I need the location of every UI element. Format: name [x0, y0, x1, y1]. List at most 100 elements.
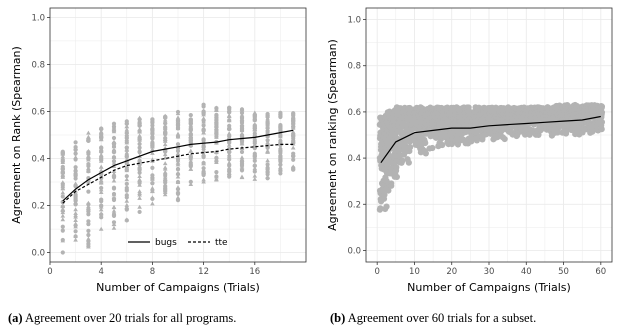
data-point — [214, 155, 219, 160]
data-point — [175, 171, 181, 176]
y-tick-label: 0.8 — [347, 62, 361, 72]
data-point — [86, 151, 91, 157]
data-point — [98, 207, 104, 212]
data-point — [60, 157, 65, 163]
data-point — [239, 157, 245, 162]
data-point — [226, 153, 232, 158]
data-point — [226, 160, 232, 165]
data-point — [137, 145, 142, 150]
data-point — [111, 155, 117, 160]
data-point — [188, 158, 194, 163]
data-point — [278, 113, 283, 118]
data-point — [598, 114, 605, 121]
data-point — [73, 218, 78, 223]
data-point — [73, 233, 78, 238]
caption-b-text: Agreement over 60 trials for a subset. — [347, 311, 537, 325]
data-point — [290, 120, 296, 125]
data-point — [124, 193, 129, 198]
data-point — [201, 166, 206, 171]
data-point — [201, 148, 206, 153]
data-point — [124, 198, 130, 203]
chart-a: 0 4 8 12 16 0.0 0.2 0.4 0.6 0.8 1.0 Number of Campa… — [10, 7, 307, 294]
data-point — [124, 136, 130, 141]
data-point — [99, 199, 104, 204]
data-point — [124, 124, 130, 129]
data-point — [60, 250, 65, 255]
data-point — [175, 158, 181, 163]
data-point — [162, 129, 168, 134]
y-tick-label: 0.4 — [347, 154, 361, 164]
data-point — [73, 214, 78, 219]
x-axis-label: Number of Campaigns (Trials) — [96, 281, 260, 294]
data-point — [201, 161, 206, 166]
data-point — [150, 195, 155, 200]
data-point — [188, 131, 194, 136]
data-point — [162, 120, 168, 125]
caption-a: (a) Agreement over 20 trials for all pro… — [8, 311, 236, 326]
data-point — [111, 148, 117, 154]
data-point — [175, 125, 181, 131]
data-point — [226, 114, 232, 119]
data-point — [98, 211, 104, 216]
data-point — [150, 144, 155, 149]
data-point — [111, 129, 117, 134]
data-point — [60, 166, 65, 172]
data-point — [73, 210, 78, 215]
data-point — [226, 170, 232, 175]
data-point — [98, 126, 104, 131]
data-point — [392, 170, 399, 177]
data-point — [124, 174, 129, 179]
data-point — [278, 159, 283, 164]
data-point — [98, 226, 104, 231]
data-point — [227, 157, 232, 162]
data-point — [377, 205, 384, 212]
series-line-mean — [380, 115, 601, 164]
y-tick-label: 0.0 — [31, 249, 45, 259]
data-point — [214, 131, 219, 136]
data-point — [163, 135, 168, 141]
data-point — [175, 179, 181, 185]
data-point — [86, 222, 91, 227]
data-point — [201, 123, 206, 128]
x-tick-label: 30 — [484, 267, 495, 277]
data-point — [265, 174, 270, 179]
data-point — [188, 148, 194, 153]
data-point — [175, 148, 181, 154]
data-point — [150, 150, 155, 155]
data-point — [201, 127, 206, 132]
plot-border — [49, 7, 307, 263]
data-point — [137, 137, 142, 142]
data-point — [278, 122, 283, 127]
x-tick-label: 40 — [521, 267, 532, 277]
data-point — [265, 170, 270, 175]
data-point — [239, 149, 245, 155]
data-point — [252, 142, 258, 147]
x-tick-label: 60 — [595, 267, 606, 277]
data-point — [111, 191, 117, 197]
data-point — [188, 179, 193, 184]
data-point — [137, 189, 142, 194]
data-point — [111, 208, 117, 213]
data-point — [291, 113, 296, 118]
data-point — [150, 132, 155, 137]
y-tick-label: 0.4 — [31, 155, 45, 165]
data-point — [99, 145, 104, 150]
caption-b: (b) Agreement over 60 trials for a subse… — [330, 311, 536, 326]
data-point — [227, 105, 232, 110]
data-point — [60, 207, 66, 212]
data-point — [265, 148, 270, 153]
data-point — [137, 178, 142, 183]
data-point — [124, 217, 130, 222]
data-point — [60, 190, 66, 195]
data-point — [60, 203, 66, 208]
data-point — [60, 224, 65, 229]
data-point — [265, 128, 270, 133]
data-point — [98, 168, 104, 173]
data-point — [86, 228, 91, 233]
data-point — [124, 153, 129, 159]
data-point — [226, 167, 232, 172]
data-point — [399, 157, 406, 164]
data-point — [201, 102, 206, 107]
data-point — [265, 163, 270, 168]
y-axis-label: Agreement on ranking (Spearman) — [326, 39, 339, 231]
